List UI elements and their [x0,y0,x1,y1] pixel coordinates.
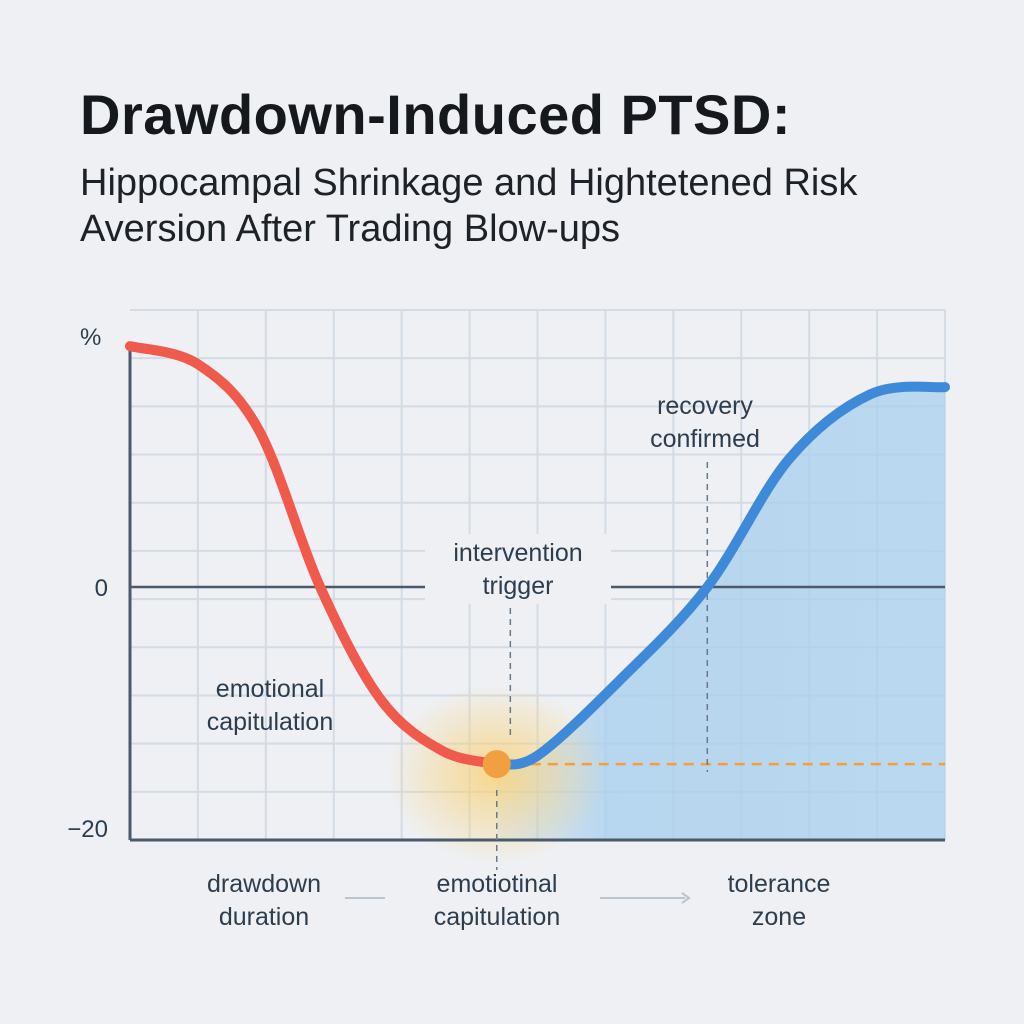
y-tick-label: −20 [67,816,108,843]
bottom-stage-label: duration [219,903,309,931]
chart-subtitle: Hippocampal Shrinkage and Hightetened Ri… [80,162,858,250]
annotation-label: trigger [483,572,554,600]
recovery-series-line [491,381,950,770]
arrow-head-icon [681,892,691,904]
y-tick-label: 0 [95,575,108,602]
bottom-stage-label: zone [752,903,806,931]
chart-title: Drawdown-Induced PTSD: [80,83,791,146]
bottom-stage-label: tolerance [728,870,831,898]
bottom-stage-label: capitulation [434,903,560,931]
bottom-stage-label: emotiotinal [437,870,558,898]
annotation-label: emotional [216,675,324,703]
annotation-label: intervention [453,539,582,567]
annotation-label: recovery [657,392,753,420]
y-axis-unit-label: % [80,324,101,351]
bottom-stage-label: drawdown [207,870,321,898]
capitulation-marker [482,750,511,779]
annotation-label: capitulation [207,708,333,736]
drawdown-series-line [125,341,502,770]
recovery-area-fill [496,386,945,840]
annotation-background [425,534,611,604]
annotation-label: confirmed [650,425,760,453]
